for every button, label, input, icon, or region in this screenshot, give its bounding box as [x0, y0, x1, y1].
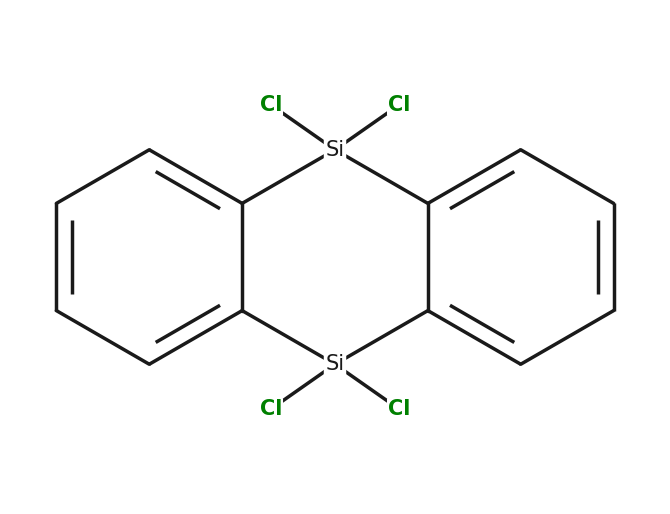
Text: Si: Si [326, 354, 344, 374]
Text: Cl: Cl [259, 95, 282, 115]
Text: Cl: Cl [388, 95, 411, 115]
Text: Cl: Cl [388, 399, 411, 419]
Text: Si: Si [326, 140, 344, 160]
Text: Cl: Cl [259, 399, 282, 419]
